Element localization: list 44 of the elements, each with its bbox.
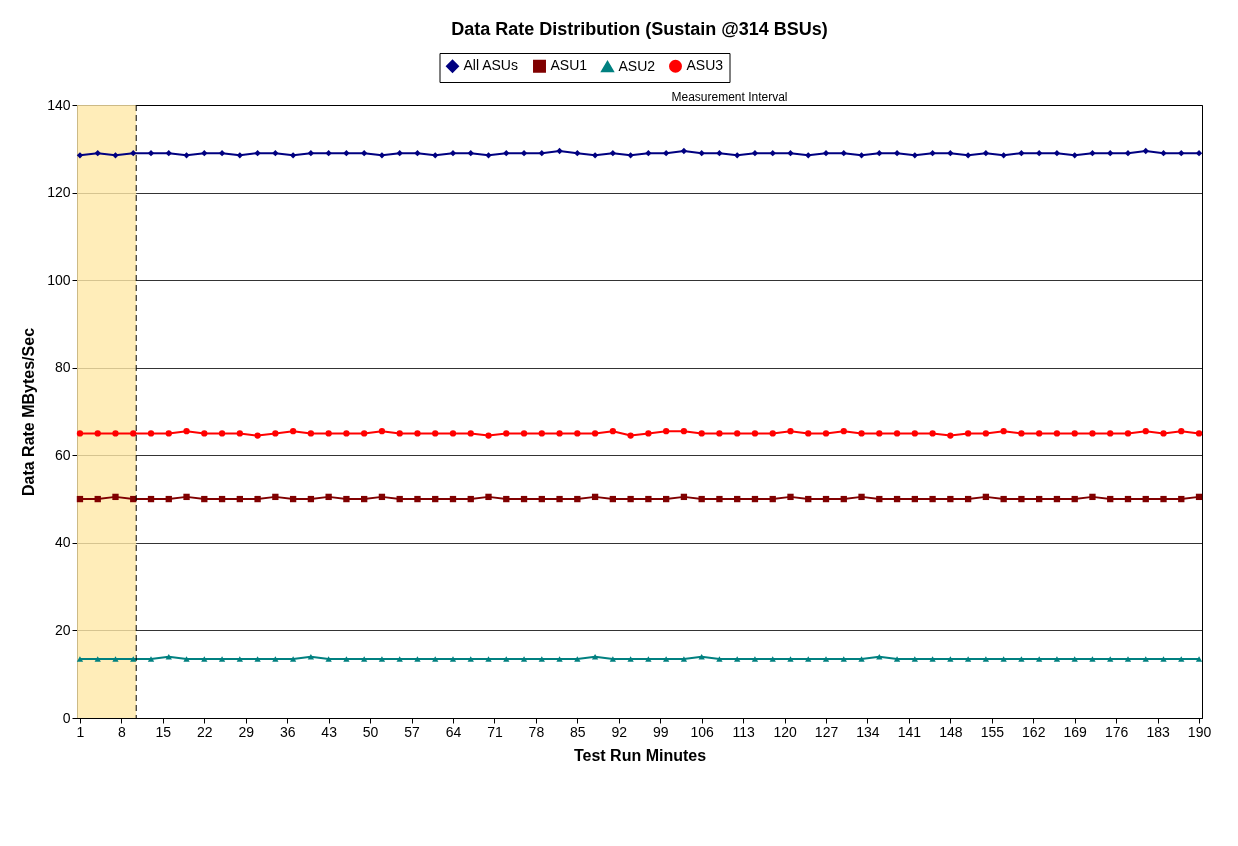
x-tick-label: 50 [362,723,379,740]
x-tick-label: 92 [611,723,628,740]
y-tick-label: 140 [47,96,71,113]
x-tick-label: 113 [732,723,755,740]
x-tick-label: 29 [238,723,255,740]
x-tick-label: 36 [279,723,296,740]
x-tick-label: 162 [1022,723,1046,740]
x-tick-label: 155 [980,723,1005,740]
chart-title: Data Rate Distribution (Sustain @314 BSUs) [451,18,828,39]
text: Measurement Interval [671,90,788,104]
y-tick-label: 20 [54,621,71,638]
x-tick-label: 71 [487,723,503,740]
x-tick-label: 15 [155,723,172,740]
x-tick-label: 190 [1187,723,1212,740]
y-tick-label: 0 [62,709,71,726]
y-tick-label: 100 [47,271,71,288]
legend-label: ASU3 [686,57,724,74]
x-tick-label: 99 [652,723,669,740]
y-axis-title: Data Rate MBytes/Sec [20,327,38,497]
x-axis-title: Test Run Minutes [573,746,707,764]
x-tick-label: 134 [856,723,880,740]
y-tick-label: 80 [54,359,71,376]
y-tick-label: 60 [54,446,71,463]
x-tick-label: 43 [321,723,338,740]
legend-label: All ASUs [463,57,518,74]
x-tick-label: 169 [1063,723,1088,740]
x-tick-label: 57 [404,723,421,740]
x-tick-label: 127 [814,723,839,740]
x-tick-label: 106 [690,723,715,740]
x-tick-label: 22 [197,723,213,740]
x-tick-label: 85 [570,723,586,740]
x-tick-label: 78 [528,723,545,740]
y-tick-label: 120 [47,184,71,201]
x-tick-label: 141 [897,723,922,740]
x-tick-label: 176 [1104,723,1129,740]
x-tick-label: 120 [773,723,797,740]
x-tick-label: 1 [76,723,85,740]
legend-label: ASU2 [618,57,656,74]
x-tick-label: 148 [939,723,963,740]
x-tick-label: 8 [118,723,127,740]
x-tick-label: 64 [445,723,462,740]
y-tick-label: 40 [54,534,71,551]
x-tick-label: 183 [1146,723,1170,740]
legend-label: ASU1 [550,57,588,74]
